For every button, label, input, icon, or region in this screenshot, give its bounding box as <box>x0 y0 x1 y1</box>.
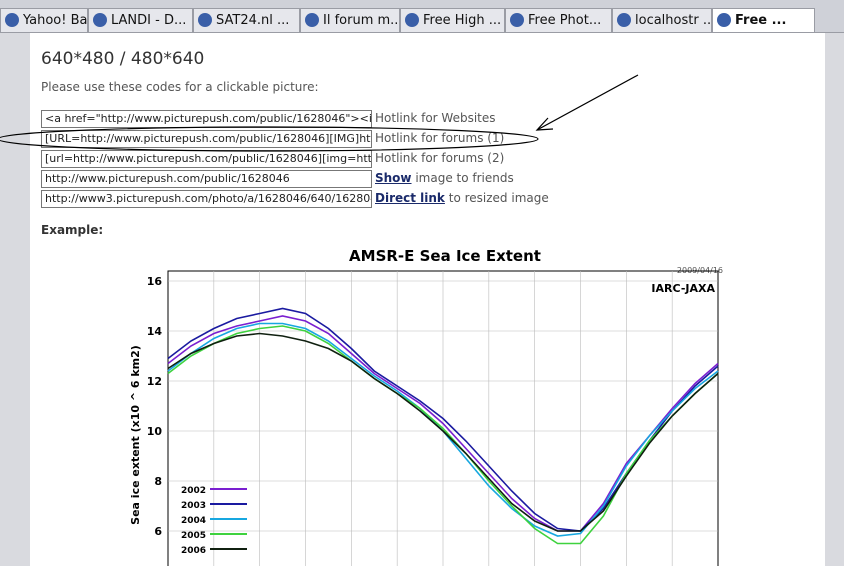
y-tick-label: 12 <box>147 375 162 388</box>
tab[interactable]: Free High ... <box>400 8 505 32</box>
row-label: Hotlink for forums (1) <box>375 131 504 145</box>
tab-label: Il forum m... <box>323 13 400 28</box>
code-field[interactable]: http://www3.picturepush.com/photo/a/1628… <box>41 190 372 208</box>
legend-label: 2004 <box>181 516 206 526</box>
tab-icon <box>5 13 19 27</box>
tab-icon <box>510 13 524 27</box>
series-line <box>167 325 719 545</box>
label-text: to resized image <box>448 191 549 205</box>
y-axis-label: Sea ice extent (x10 ^ 6 km2) <box>129 345 142 525</box>
row-label: Show image to friends <box>375 171 514 185</box>
legend-label: 2003 <box>181 501 206 511</box>
heading: 640*480 / 480*640 <box>41 49 205 69</box>
tab-label: Free High ... <box>423 13 502 28</box>
tab[interactable]: Yahoo! Ba... <box>0 8 88 32</box>
label-text: Hotlink for Websites <box>375 111 496 125</box>
link[interactable]: Show <box>375 171 412 185</box>
tab-label: Free ... <box>735 13 787 28</box>
code-field[interactable]: [URL=http://www.picturepush.com/public/1… <box>41 130 372 148</box>
label-text: Hotlink for forums (1) <box>375 131 505 145</box>
y-tick-label: 6 <box>154 525 162 538</box>
row-label: Hotlink for forums (2) <box>375 151 504 165</box>
label-text: Hotlink for forums (2) <box>375 151 505 165</box>
row-label: Hotlink for Websites <box>375 111 496 125</box>
tab[interactable]: localhostr ... <box>612 8 712 32</box>
tab[interactable]: SAT24.nl ... <box>193 8 300 32</box>
tab[interactable]: Il forum m... <box>300 8 400 32</box>
y-tick-label: 16 <box>147 275 163 288</box>
legend-label: 2006 <box>181 546 206 556</box>
chart: AMSR-E Sea Ice Extent 2009/04/16 IARC-JA… <box>125 245 725 566</box>
tab-label: Yahoo! Ba... <box>23 13 88 28</box>
instruction: Please use these codes for a clickable p… <box>41 80 319 94</box>
tab-label: SAT24.nl ... <box>216 13 290 28</box>
tab[interactable]: Free Phot... <box>505 8 612 32</box>
tab[interactable]: LANDI - D... <box>88 8 193 32</box>
row-label: Direct link to resized image <box>375 191 549 205</box>
tab-icon <box>198 13 212 27</box>
tab-bar: Yahoo! Ba... LANDI - D... SAT24.nl ... Il f… <box>0 0 844 33</box>
code-field[interactable]: <a href="http://www.picturepush.com/publ… <box>41 110 372 128</box>
example-label: Example: <box>41 223 104 237</box>
chart-source: IARC-JAXA <box>651 282 715 295</box>
y-tick-label: 8 <box>154 475 162 488</box>
tab-icon <box>717 13 731 27</box>
chart-title: AMSR-E Sea Ice Extent <box>349 247 541 265</box>
tab-label: LANDI - D... <box>111 13 187 28</box>
link[interactable]: Direct link <box>375 191 445 205</box>
legend-label: 2002 <box>181 486 206 496</box>
tab-icon <box>93 13 107 27</box>
tab-icon <box>617 13 631 27</box>
y-tick-label: 14 <box>147 325 163 338</box>
series-line <box>167 315 719 532</box>
tab-icon <box>305 13 319 27</box>
legend-label: 2005 <box>181 531 206 541</box>
tab-label: Free Phot... <box>528 13 602 28</box>
y-tick-label: 10 <box>147 425 163 438</box>
tab-label: localhostr ... <box>635 13 712 28</box>
code-field[interactable]: [url=http://www.picturepush.com/public/1… <box>41 150 372 168</box>
label-text: image to friends <box>415 171 514 185</box>
series-line <box>167 332 719 532</box>
tab-icon <box>405 13 419 27</box>
tab[interactable]: Free ... <box>712 8 815 32</box>
code-field[interactable]: http://www.picturepush.com/public/162804… <box>41 170 372 188</box>
